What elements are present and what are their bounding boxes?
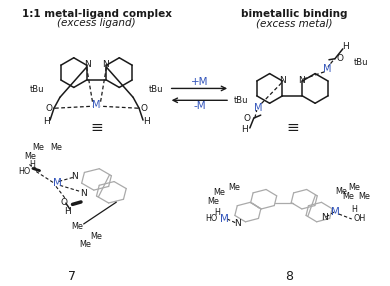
Text: Me: Me	[71, 223, 83, 231]
Text: Me: Me	[213, 188, 225, 197]
Text: tBu: tBu	[149, 85, 163, 94]
Text: (excess ligand): (excess ligand)	[57, 18, 136, 28]
Text: M: M	[92, 100, 101, 110]
Text: 7: 7	[68, 270, 76, 283]
Text: Me: Me	[207, 197, 219, 206]
Text: N: N	[71, 172, 78, 181]
Text: M: M	[53, 178, 61, 188]
Text: O: O	[60, 198, 67, 207]
Text: HO: HO	[18, 167, 31, 176]
Text: H: H	[29, 160, 35, 169]
Text: Me: Me	[50, 143, 62, 152]
Text: bimetallic binding: bimetallic binding	[241, 9, 347, 19]
Text: H: H	[241, 126, 248, 134]
Text: Me: Me	[342, 192, 354, 201]
Text: Me: Me	[359, 192, 370, 201]
Text: N: N	[84, 60, 90, 69]
Text: N: N	[280, 76, 286, 85]
Text: Me: Me	[32, 143, 44, 152]
Text: Me: Me	[349, 183, 361, 192]
Text: N: N	[80, 189, 87, 198]
Text: (excess metal): (excess metal)	[256, 18, 333, 28]
Text: O: O	[140, 104, 147, 113]
Text: M: M	[332, 207, 340, 217]
Text: H: H	[64, 206, 71, 216]
Text: -M: -M	[193, 101, 206, 111]
Text: Me: Me	[228, 183, 240, 192]
Text: H: H	[214, 208, 220, 217]
Text: tBu: tBu	[233, 96, 248, 105]
Text: +M: +M	[191, 78, 208, 88]
Text: Me: Me	[24, 152, 36, 161]
Text: H: H	[43, 117, 50, 126]
Text: N: N	[235, 219, 241, 229]
Text: N: N	[103, 60, 109, 69]
Text: O: O	[46, 104, 53, 113]
Text: HO: HO	[205, 214, 218, 223]
Text: H: H	[342, 42, 349, 51]
Text: tBu: tBu	[30, 85, 44, 94]
Text: M: M	[220, 214, 229, 224]
Text: H: H	[144, 117, 151, 126]
Text: N: N	[321, 212, 327, 222]
Text: O: O	[243, 114, 250, 123]
Text: ≡: ≡	[286, 120, 299, 136]
Text: 1:1 metal-ligand complex: 1:1 metal-ligand complex	[21, 9, 172, 19]
Text: Me: Me	[80, 240, 92, 249]
Text: OH: OH	[354, 214, 366, 223]
Text: ≡: ≡	[90, 120, 103, 136]
Text: 8: 8	[285, 270, 293, 283]
Text: tBu: tBu	[354, 58, 368, 67]
Text: N: N	[298, 76, 305, 85]
Text: O: O	[336, 54, 343, 63]
Text: H: H	[352, 204, 358, 214]
Text: M: M	[254, 103, 262, 113]
Text: M: M	[323, 64, 331, 74]
Text: Me: Me	[90, 232, 103, 241]
Text: Me: Me	[335, 187, 347, 196]
